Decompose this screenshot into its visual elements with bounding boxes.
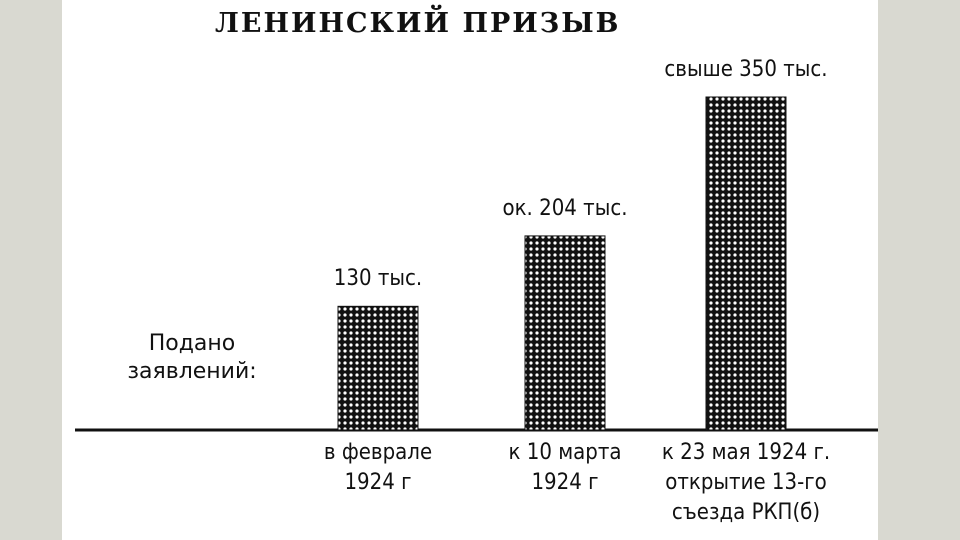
y-axis-label: Подано заявлений:: [127, 331, 257, 384]
x-tick-label: к 10 марта 1924 г: [508, 440, 622, 495]
value-label: свыше 350 тыс.: [664, 57, 828, 82]
x-tick-label: к 23 мая 1924 г. открытие 13-го съезда Р…: [661, 440, 831, 525]
value-label: 130 тыс.: [333, 266, 423, 292]
bar: [524, 235, 606, 431]
x-tick-label: в феврале 1924 г: [323, 440, 433, 495]
value-label: ок. 204 тыс.: [502, 195, 628, 221]
bar: [705, 96, 787, 431]
bar: [337, 305, 419, 431]
chart-title: ЛЕНИНСКИЙ ПРИЗЫВ: [215, 8, 621, 39]
